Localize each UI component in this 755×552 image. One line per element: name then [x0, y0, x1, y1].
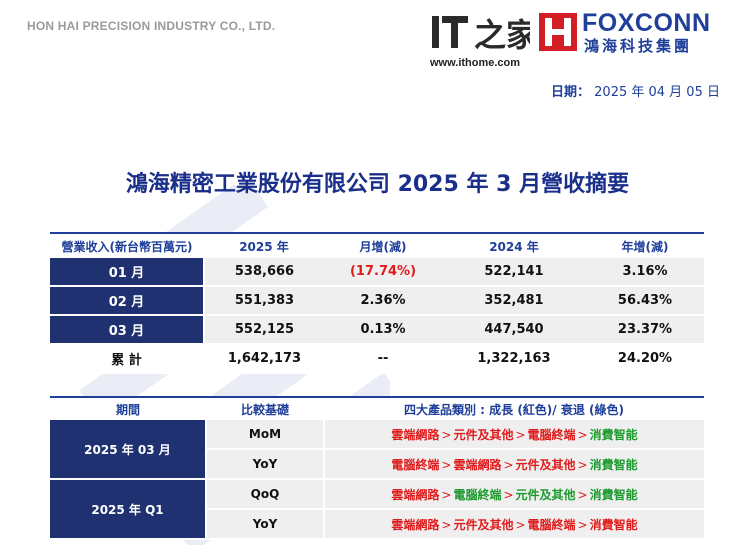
category-item: 元件及其他 [453, 427, 514, 442]
cell-2025: 538,666 [204, 258, 324, 287]
cell-2024: 352,481 [442, 286, 586, 316]
cell-2024: 1,322,163 [442, 344, 586, 374]
cell-yoy: 3.16% [586, 258, 704, 287]
cell-2025: 551,383 [204, 286, 324, 316]
cell-yoy: 23.37% [586, 315, 704, 345]
category-table: 期間 比較基礎 四大產品類別 : 成長 (紅色)/ 衰退 (綠色) 2025 年… [50, 396, 704, 540]
column-header: 比較基礎 [206, 396, 324, 420]
ithome-url: www.ithome.com [430, 57, 521, 69]
cell-yoy: 56.43% [586, 286, 704, 316]
date-label: 日期： [551, 85, 591, 100]
cell-mom: -- [324, 344, 442, 374]
category-item: 消費智能 [589, 487, 638, 502]
table-row: 03 月 552,125 0.13% 447,540 23.37% [50, 315, 704, 345]
revenue-table: 營業收入(新台幣百萬元) 2025 年 月增(減) 2024 年 年增(減) 0… [50, 232, 704, 374]
category-item: 雲端網路 [391, 517, 440, 532]
category-item: 電腦終端 [527, 517, 576, 532]
category-item: 元件及其他 [515, 487, 576, 502]
svg-text:之家: 之家 [474, 16, 530, 54]
category-ranking-cell: 雲端網路 > 元件及其他 > 電腦終端 > 消費智能 [324, 420, 704, 450]
basis-cell: MoM [206, 420, 325, 450]
table-row: 2025 年 Q1 QoQ 雲端網路 > 電腦終端 > 元件及其他 > 消費智能 [50, 479, 704, 540]
category-ranking-cell: 雲端網路 > 元件及其他 > 電腦終端 > 消費智能 [324, 509, 704, 540]
chevron-right-icon: > [515, 517, 526, 532]
category-item: 雲端網路 [391, 427, 440, 442]
basis-cell: YoY [206, 449, 325, 480]
chevron-right-icon: > [441, 457, 452, 472]
chevron-right-icon: > [441, 517, 452, 532]
row-label: 累 計 [50, 344, 205, 374]
cell-mom: 0.13% [324, 315, 442, 345]
category-ranking-cell: 電腦終端 > 雲端網路 > 元件及其他 > 消費智能 [324, 449, 704, 480]
basis-cell: YoY [206, 509, 325, 540]
row-label: 01 月 [50, 258, 205, 287]
category-header-row: 期間 比較基礎 四大產品類別 : 成長 (紅色)/ 衰退 (綠色) [50, 396, 704, 420]
ithome-logo: 之家 [432, 16, 530, 54]
category-item: 雲端網路 [391, 487, 440, 502]
cell-mom: 2.36% [324, 286, 442, 316]
foxconn-chinese-name: 鴻海科技集團 [584, 37, 693, 55]
chevron-right-icon: > [441, 487, 452, 502]
row-label: 02 月 [50, 286, 205, 316]
category-item: 電腦終端 [391, 457, 440, 472]
chevron-right-icon: > [577, 427, 588, 442]
column-header: 營業收入(新台幣百萬元) [50, 232, 204, 258]
cell-yoy: 24.20% [586, 344, 704, 374]
category-ranking-cell: 雲端網路 > 電腦終端 > 元件及其他 > 消費智能 [324, 479, 704, 510]
category-item: 電腦終端 [453, 487, 502, 502]
cell-2025: 552,125 [204, 315, 324, 345]
row-label: 03 月 [50, 315, 205, 345]
foxconn-wordmark: FOXCONN [582, 9, 711, 37]
period-cell: 2025 年 03 月 [50, 420, 207, 480]
column-header: 年增(減) [586, 232, 704, 258]
total-row: 累 計 1,642,173 -- 1,322,163 24.20% [50, 344, 704, 374]
category-item: 消費智能 [589, 457, 638, 472]
chevron-right-icon: > [577, 487, 588, 502]
foxconn-emblem-icon [539, 13, 577, 51]
column-header: 月增(減) [324, 232, 442, 258]
chevron-right-icon: > [503, 487, 514, 502]
column-header: 期間 [50, 396, 206, 420]
category-item: 雲端網路 [453, 457, 502, 472]
column-header: 四大產品類別 : 成長 (紅色)/ 衰退 (綠色) [324, 396, 704, 420]
table-row: 01 月 538,666 (17.74%) 522,141 3.16% [50, 258, 704, 287]
cell-2024: 447,540 [442, 315, 586, 345]
chevron-right-icon: > [577, 457, 588, 472]
report-date: 日期： 2025 年 04 月 05 日 [551, 81, 720, 100]
cell-2025: 1,642,173 [204, 344, 324, 374]
category-item: 電腦終端 [527, 427, 576, 442]
chevron-right-icon: > [577, 517, 588, 532]
page-title: 鴻海精密工業股份有限公司 2025 年 3 月營收摘要 [125, 172, 630, 197]
category-item: 消費智能 [589, 427, 638, 442]
date-value: 2025 年 04 月 05 日 [594, 85, 720, 100]
cell-mom: (17.74%) [324, 258, 442, 287]
category-item: 消費智能 [589, 517, 638, 532]
cell-2024: 522,141 [442, 258, 586, 287]
column-header: 2025 年 [204, 232, 324, 258]
chevron-right-icon: > [441, 427, 452, 442]
table-row: 2025 年 03 月 MoM 雲端網路 > 元件及其他 > 電腦終端 > 消費智能 [50, 420, 704, 480]
chevron-right-icon: > [515, 427, 526, 442]
basis-cell: QoQ [206, 479, 325, 510]
category-item: 元件及其他 [515, 457, 576, 472]
period-cell: 2025 年 Q1 [50, 479, 207, 540]
category-item: 元件及其他 [453, 517, 514, 532]
table-row: YoY 電腦終端 > 雲端網路 > 元件及其他 > 消費智能 [50, 449, 704, 480]
revenue-header-row: 營業收入(新台幣百萬元) 2025 年 月增(減) 2024 年 年增(減) [50, 232, 704, 258]
chevron-right-icon: > [503, 457, 514, 472]
table-row: YoY 雲端網路 > 元件及其他 > 電腦終端 > 消費智能 [50, 509, 704, 540]
company-name: HON HAI PRECISION INDUSTRY CO., LTD. [27, 19, 276, 33]
table-row: 02 月 551,383 2.36% 352,481 56.43% [50, 286, 704, 316]
column-header: 2024 年 [442, 232, 586, 258]
